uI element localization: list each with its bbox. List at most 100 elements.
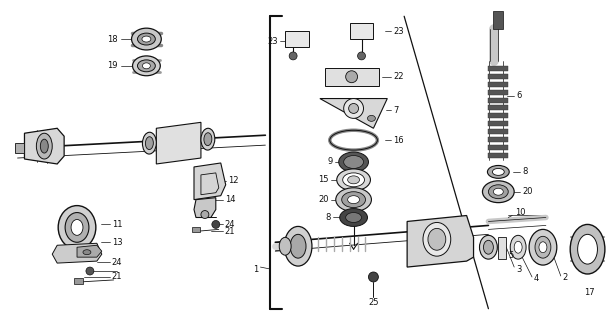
Polygon shape [194, 198, 216, 218]
Bar [488, 113, 508, 118]
Ellipse shape [483, 240, 493, 254]
Text: 17: 17 [584, 288, 595, 297]
Ellipse shape [201, 128, 215, 150]
Ellipse shape [347, 196, 360, 204]
Polygon shape [407, 215, 474, 267]
Circle shape [346, 71, 357, 83]
Text: 19: 19 [107, 61, 117, 70]
Text: 21: 21 [224, 227, 235, 236]
Ellipse shape [290, 234, 306, 258]
Circle shape [289, 52, 297, 60]
Ellipse shape [514, 241, 522, 253]
Ellipse shape [488, 165, 509, 178]
Ellipse shape [138, 60, 156, 72]
Ellipse shape [577, 234, 597, 264]
Bar [488, 66, 508, 71]
Ellipse shape [339, 209, 368, 227]
Ellipse shape [204, 133, 212, 146]
Text: 14: 14 [224, 195, 235, 204]
Ellipse shape [570, 224, 605, 274]
Text: 12: 12 [228, 176, 238, 185]
Ellipse shape [132, 28, 161, 50]
Bar [488, 153, 508, 158]
Ellipse shape [143, 63, 151, 69]
Ellipse shape [279, 237, 291, 255]
Ellipse shape [488, 185, 508, 199]
Circle shape [344, 99, 363, 118]
Polygon shape [77, 245, 102, 257]
Text: 22: 22 [393, 72, 404, 81]
Text: 21: 21 [112, 272, 122, 282]
Text: 11: 11 [112, 220, 122, 229]
Ellipse shape [493, 168, 504, 175]
Ellipse shape [339, 152, 368, 172]
Text: 15: 15 [319, 175, 329, 184]
Ellipse shape [368, 116, 375, 121]
Bar [74, 278, 83, 284]
Text: 25: 25 [368, 298, 379, 307]
Bar [493, 11, 503, 29]
Text: 18: 18 [107, 35, 117, 44]
Ellipse shape [201, 211, 209, 219]
Bar [488, 82, 508, 87]
Bar [498, 237, 506, 259]
Polygon shape [156, 122, 201, 164]
Ellipse shape [336, 188, 371, 212]
Ellipse shape [138, 33, 156, 45]
Text: 20: 20 [522, 187, 533, 196]
Bar [488, 98, 508, 102]
Text: 24: 24 [224, 220, 235, 229]
Text: 23: 23 [393, 27, 404, 36]
Polygon shape [194, 163, 226, 200]
Text: 24: 24 [112, 258, 122, 267]
Ellipse shape [344, 156, 363, 168]
Text: 3: 3 [516, 265, 522, 274]
Ellipse shape [58, 206, 96, 249]
Ellipse shape [480, 235, 498, 259]
Text: 2: 2 [563, 274, 568, 283]
Circle shape [212, 220, 220, 228]
Bar [488, 121, 508, 126]
Text: 16: 16 [393, 136, 404, 145]
Ellipse shape [510, 235, 526, 259]
Text: 7: 7 [393, 106, 399, 115]
Ellipse shape [65, 212, 89, 242]
Circle shape [357, 52, 365, 60]
Ellipse shape [142, 36, 151, 42]
Text: 6: 6 [516, 91, 522, 100]
Ellipse shape [83, 250, 91, 255]
Ellipse shape [342, 192, 365, 208]
Ellipse shape [145, 137, 153, 149]
Circle shape [368, 272, 378, 282]
Ellipse shape [483, 181, 514, 203]
Ellipse shape [71, 220, 83, 235]
Text: 8: 8 [325, 213, 331, 222]
Ellipse shape [423, 222, 451, 256]
Text: 20: 20 [319, 195, 329, 204]
Ellipse shape [143, 132, 156, 154]
Bar [488, 90, 508, 95]
Ellipse shape [493, 188, 503, 195]
Text: 13: 13 [112, 238, 122, 247]
Ellipse shape [343, 173, 365, 187]
Text: 9: 9 [328, 157, 333, 166]
Circle shape [86, 267, 94, 275]
Text: 5: 5 [508, 251, 514, 260]
Bar [488, 145, 508, 150]
Polygon shape [52, 243, 102, 263]
Ellipse shape [535, 236, 551, 258]
Ellipse shape [284, 227, 312, 266]
Polygon shape [25, 128, 64, 164]
Bar [488, 74, 508, 79]
Bar [325, 68, 379, 86]
Ellipse shape [132, 56, 161, 76]
Text: 4: 4 [534, 275, 539, 284]
Bar [488, 129, 508, 134]
Ellipse shape [41, 139, 48, 153]
Circle shape [349, 103, 359, 113]
Ellipse shape [529, 229, 557, 265]
Ellipse shape [36, 133, 52, 159]
Text: 1: 1 [253, 265, 258, 274]
Bar [15, 143, 25, 153]
Text: 10: 10 [515, 208, 526, 217]
